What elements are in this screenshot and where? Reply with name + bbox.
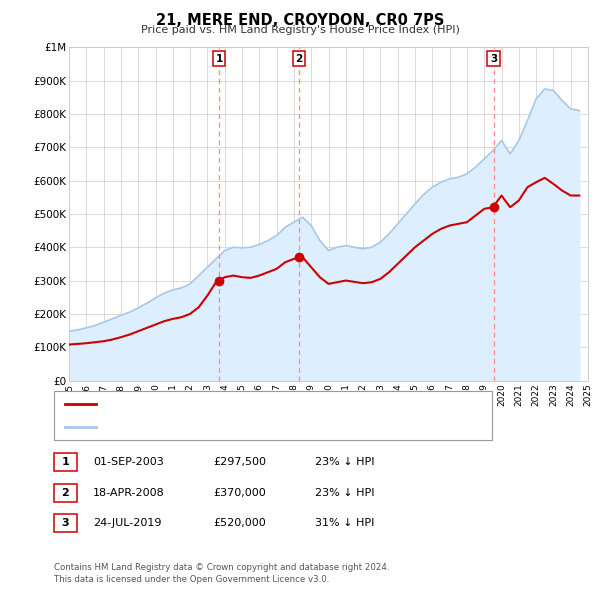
Text: 2: 2	[295, 54, 303, 64]
Text: 1: 1	[215, 54, 223, 64]
Text: Price paid vs. HM Land Registry's House Price Index (HPI): Price paid vs. HM Land Registry's House …	[140, 25, 460, 35]
Text: HPI: Average price, detached house, Croydon: HPI: Average price, detached house, Croy…	[101, 422, 337, 432]
Text: 3: 3	[62, 519, 69, 528]
Text: 21, MERE END, CROYDON, CR0 7PS (detached house): 21, MERE END, CROYDON, CR0 7PS (detached…	[101, 399, 379, 409]
Text: 21, MERE END, CROYDON, CR0 7PS: 21, MERE END, CROYDON, CR0 7PS	[156, 13, 444, 28]
Text: £520,000: £520,000	[213, 519, 266, 528]
Text: 1: 1	[62, 457, 69, 467]
Text: 23% ↓ HPI: 23% ↓ HPI	[315, 488, 374, 497]
Text: 2: 2	[62, 488, 69, 497]
Text: 18-APR-2008: 18-APR-2008	[93, 488, 165, 497]
Text: 3: 3	[490, 54, 497, 64]
Text: 24-JUL-2019: 24-JUL-2019	[93, 519, 161, 528]
Text: £370,000: £370,000	[213, 488, 266, 497]
Text: Contains HM Land Registry data © Crown copyright and database right 2024.: Contains HM Land Registry data © Crown c…	[54, 563, 389, 572]
Text: This data is licensed under the Open Government Licence v3.0.: This data is licensed under the Open Gov…	[54, 575, 329, 584]
Text: 23% ↓ HPI: 23% ↓ HPI	[315, 457, 374, 467]
Text: £297,500: £297,500	[213, 457, 266, 467]
Text: 01-SEP-2003: 01-SEP-2003	[93, 457, 164, 467]
Text: 31% ↓ HPI: 31% ↓ HPI	[315, 519, 374, 528]
